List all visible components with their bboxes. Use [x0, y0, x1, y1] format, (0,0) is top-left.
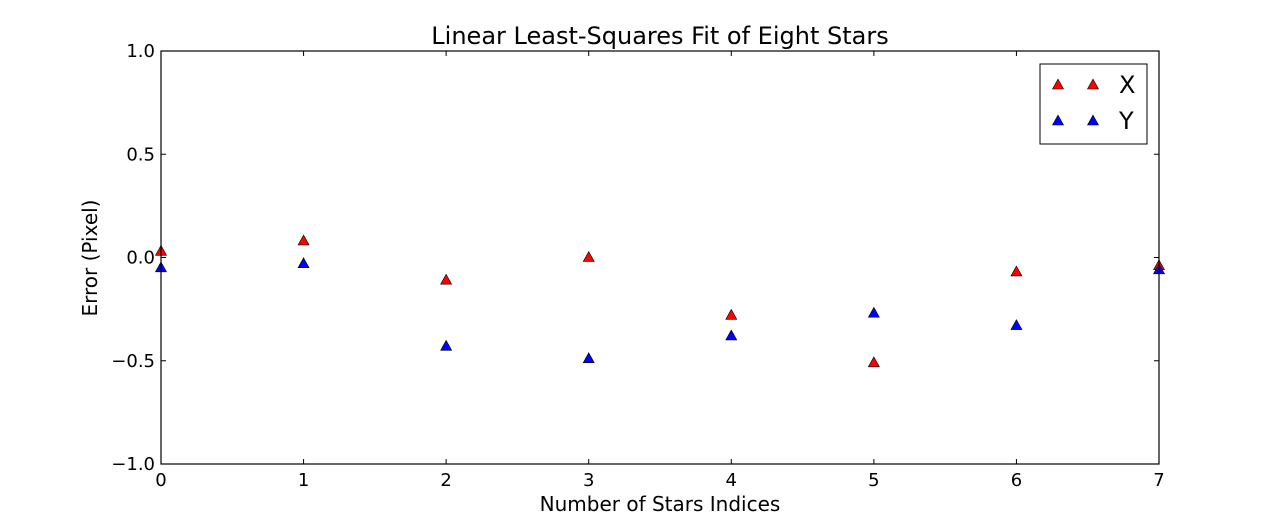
y-axis-label: Error (Pixel) — [78, 200, 102, 317]
data-point — [725, 308, 738, 320]
legend-label: X — [1119, 71, 1135, 99]
data-point — [1010, 319, 1023, 330]
data-point — [867, 306, 880, 318]
legend-label: Y — [1118, 107, 1134, 135]
legend-marker — [1086, 114, 1100, 126]
legend: XY — [1039, 63, 1148, 145]
x-tick-label: 7 — [1153, 470, 1164, 491]
data-point — [440, 339, 453, 351]
x-tick-label: 6 — [1011, 470, 1022, 491]
data-point — [440, 273, 453, 285]
legend-marker — [1051, 78, 1065, 90]
data-point — [867, 356, 880, 368]
x-tick-label: 1 — [298, 470, 309, 491]
x-tick-label: 3 — [583, 470, 594, 491]
y-tick-label: 0.0 — [126, 248, 155, 269]
tick-group: 0 1 2 3 4 5 6 7 −1.0 −0.5 0.0 0.5 1.0 — [111, 41, 1164, 491]
y-tick-label: 1.0 — [126, 41, 155, 62]
y-tick-label: −1.0 — [111, 454, 155, 475]
data-point — [725, 329, 738, 341]
legend-frame — [1039, 63, 1148, 145]
x-tick-label: 0 — [155, 470, 166, 491]
x-tick-label: 5 — [868, 470, 879, 491]
y-tick-label: −0.5 — [111, 351, 155, 372]
data-point — [297, 234, 310, 246]
series-x — [154, 234, 1166, 368]
data-point — [1010, 265, 1023, 277]
data-point — [582, 250, 595, 262]
y-tick-label: 0.5 — [126, 144, 155, 165]
plot-frame — [160, 50, 1160, 465]
data-point — [297, 257, 310, 268]
x-tick-label: 4 — [726, 470, 737, 491]
legend-marker — [1086, 78, 1100, 90]
series-layer — [154, 234, 1166, 368]
chart-title: Linear Least-Squares Fit of Eight Stars — [431, 22, 888, 50]
data-point — [582, 352, 595, 363]
legend-marker — [1051, 114, 1065, 126]
x-axis-label: Number of Stars Indices — [540, 492, 781, 516]
x-tick-label: 2 — [440, 470, 451, 491]
